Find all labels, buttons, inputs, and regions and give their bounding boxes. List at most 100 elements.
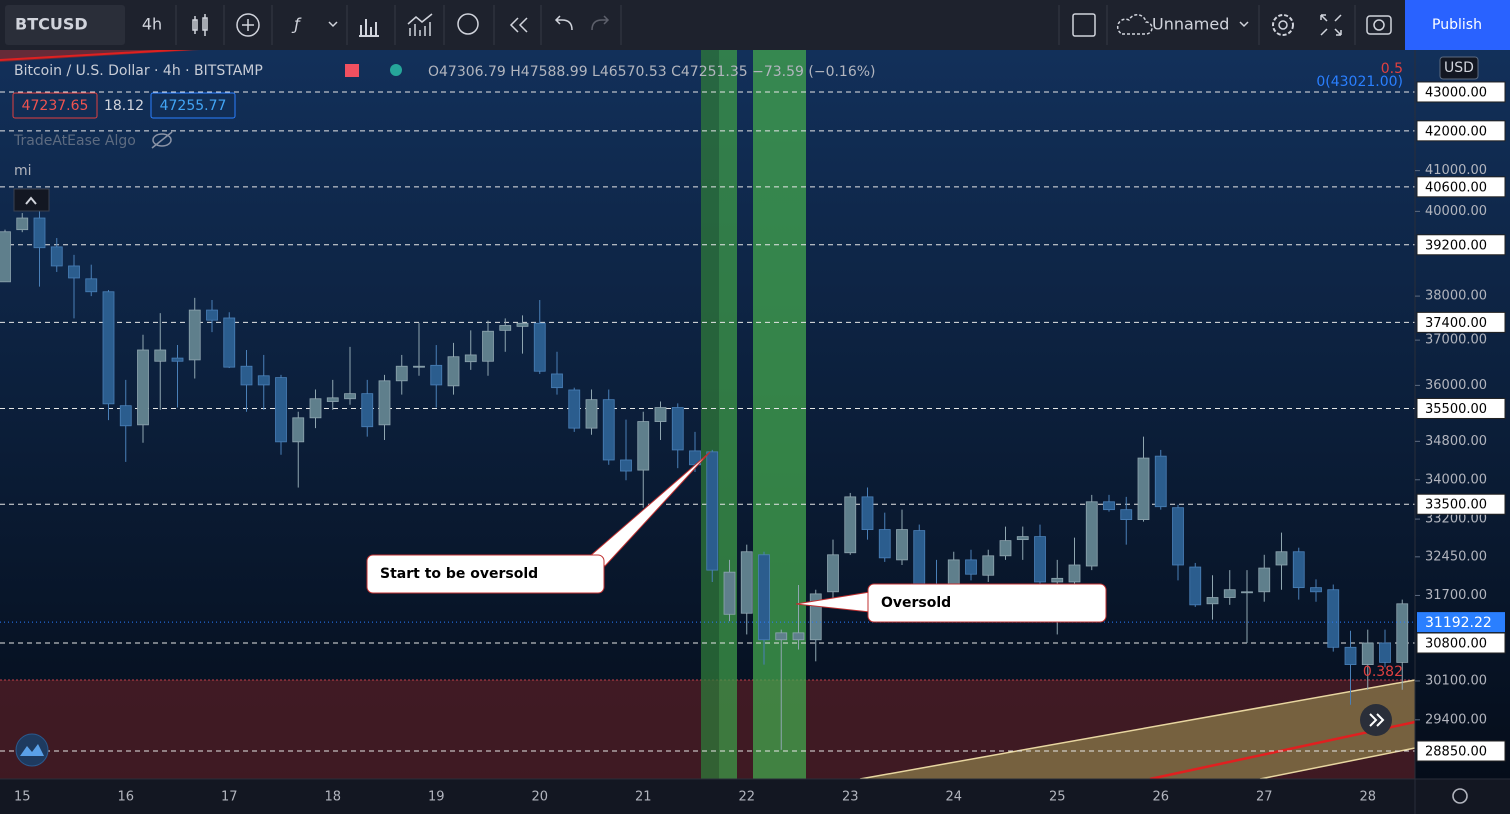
candle-body	[706, 451, 719, 571]
candle-body	[620, 459, 632, 472]
candle-body	[68, 265, 80, 279]
level-box	[1416, 740, 1506, 762]
candle-body	[999, 540, 1012, 557]
level-box	[1416, 120, 1506, 142]
y-tick-label: 34800.00	[1425, 434, 1487, 449]
layout-name[interactable]: Unnamed	[1152, 15, 1229, 34]
dropdown-icon[interactable]	[1239, 21, 1249, 28]
candle-body	[1189, 566, 1202, 606]
candle-body	[844, 496, 857, 554]
x-tick-label: 15	[14, 790, 31, 805]
candle-body	[982, 555, 995, 576]
candle-body	[50, 246, 63, 267]
financials-icon[interactable]	[359, 19, 379, 37]
settings-icon[interactable]	[1452, 788, 1468, 804]
candle-body	[137, 349, 149, 426]
candle-body	[809, 593, 822, 641]
alert-icon[interactable]	[457, 13, 479, 35]
candle-icon[interactable]	[192, 14, 208, 36]
candle-body	[775, 632, 788, 641]
level-label: 42000.00	[1425, 124, 1487, 139]
channel-line	[859, 679, 1416, 780]
candle-body	[1120, 509, 1133, 520]
candle-body	[568, 389, 581, 429]
replay-icon[interactable]	[509, 17, 528, 33]
callout	[867, 583, 1107, 623]
level-label: 37400.00	[1425, 316, 1487, 331]
snapshot-icon[interactable]	[1366, 15, 1392, 35]
indicator-name[interactable]: mi	[14, 163, 32, 179]
candle-body	[119, 405, 132, 427]
candle-body	[240, 365, 253, 386]
candle-body	[671, 407, 684, 451]
snapshot-icon	[1373, 19, 1385, 31]
indicators-icon[interactable]: ƒ	[291, 15, 302, 34]
x-tick-label: 24	[945, 790, 962, 805]
x-tick-label: 25	[1049, 790, 1066, 805]
candle-body	[326, 397, 339, 402]
level-box	[1416, 493, 1506, 515]
y-tick-label: 32450.00	[1425, 549, 1487, 564]
y-tick-label: 30100.00	[1425, 673, 1487, 688]
fib-label: 0.382	[1363, 664, 1403, 680]
callout	[366, 554, 605, 594]
candle-body	[1223, 589, 1236, 598]
undo-icon[interactable]	[554, 15, 573, 31]
compare-icon[interactable]	[236, 13, 260, 37]
currency-box[interactable]	[1439, 56, 1479, 80]
candle-body	[878, 529, 891, 559]
cloud-icon[interactable]	[1116, 14, 1153, 35]
layout-icon[interactable]	[1072, 13, 1096, 37]
candle-body	[102, 291, 115, 405]
candle-body	[1051, 577, 1064, 583]
candle-body	[0, 231, 11, 283]
candle-body	[1275, 551, 1288, 566]
candle-body	[551, 373, 563, 389]
interval[interactable]: 4h	[142, 15, 162, 34]
hide-icon	[151, 131, 173, 149]
last-price-label: 31192.22	[1425, 615, 1492, 631]
candle-body	[1068, 564, 1081, 583]
level-box	[1416, 176, 1506, 198]
candle-body	[257, 375, 270, 386]
x-tick-label: 20	[531, 790, 548, 805]
logo[interactable]	[15, 733, 49, 767]
candle-body	[1344, 646, 1357, 665]
dropdown-icon[interactable]	[328, 21, 338, 28]
symbol-legend: Bitcoin / U.S. Dollar · 4h · BITSTAMP	[14, 63, 263, 79]
y-tick-label: 33200.00	[1425, 512, 1487, 527]
hide-icon[interactable]	[152, 133, 172, 147]
level-label: 39200.00	[1425, 238, 1487, 253]
flag-icon	[345, 64, 359, 77]
signal-band	[701, 50, 719, 779]
y-tick-label: 36000.00	[1425, 378, 1487, 393]
x-tick-label: 18	[324, 790, 341, 805]
settings-icon[interactable]	[1272, 14, 1294, 36]
candle-body	[654, 407, 667, 422]
candle-body	[1172, 507, 1184, 566]
candle-body	[896, 529, 908, 561]
candle-body	[602, 399, 615, 461]
channel-line	[1259, 747, 1416, 780]
y-tick-label: 38000.00	[1425, 289, 1487, 304]
candle-body	[16, 217, 29, 231]
ask-box	[150, 92, 236, 119]
bid-box	[12, 92, 98, 119]
x-tick-label: 16	[117, 790, 134, 805]
publish-button[interactable]	[1405, 0, 1510, 50]
fullscreen-icon[interactable]	[1320, 14, 1342, 36]
ohlc-legend: O47306.79 H47588.99 L46570.53 C47251.35 …	[428, 64, 876, 80]
level-box	[1416, 632, 1506, 654]
x-tick-label: 21	[635, 790, 652, 805]
templates-icon[interactable]	[407, 13, 433, 36]
candle-body	[430, 364, 443, 386]
fib-label: 0(43021.00)	[1316, 74, 1403, 90]
candle-body	[1206, 597, 1219, 605]
candle-body	[792, 632, 805, 641]
candle-body	[344, 393, 356, 400]
candle-body	[861, 496, 874, 530]
symbol-search[interactable]	[5, 5, 125, 45]
indicator-name[interactable]: TradeAtEase Algo	[13, 133, 136, 149]
